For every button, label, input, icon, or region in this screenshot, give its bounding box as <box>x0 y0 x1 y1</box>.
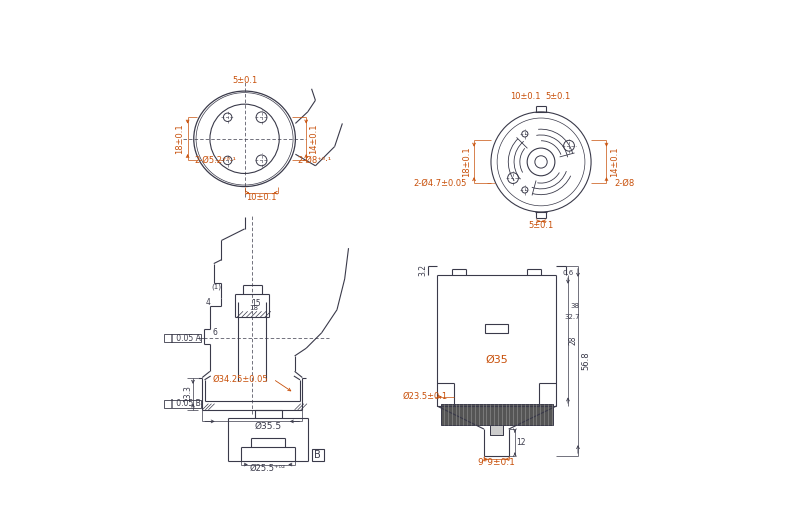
Text: 5±0.1: 5±0.1 <box>529 221 553 230</box>
Text: 2-Ø5.2⁺⁰⋅¹: 2-Ø5.2⁺⁰⋅¹ <box>195 156 236 165</box>
Text: 9*9±0.1: 9*9±0.1 <box>477 458 515 467</box>
Text: 12: 12 <box>517 438 525 447</box>
Bar <box>163 400 201 408</box>
Text: Ø35: Ø35 <box>485 355 508 365</box>
Text: 32.7: 32.7 <box>564 315 580 320</box>
Text: 56.8: 56.8 <box>582 352 590 370</box>
Text: 0.6: 0.6 <box>562 270 574 276</box>
Text: 5±0.1: 5±0.1 <box>232 76 257 85</box>
Bar <box>441 404 553 425</box>
Text: 18: 18 <box>249 305 258 311</box>
Bar <box>163 334 201 342</box>
Text: ‖ 0.05 B: ‖ 0.05 B <box>170 399 200 408</box>
Text: 10±0.1: 10±0.1 <box>510 92 541 101</box>
Text: 2-Ø8: 2-Ø8 <box>614 179 634 188</box>
Text: 18±0.1: 18±0.1 <box>175 124 184 154</box>
Text: ‖ 0.05 A: ‖ 0.05 A <box>170 334 201 343</box>
Text: (1): (1) <box>211 284 221 290</box>
Text: 14±0.1: 14±0.1 <box>610 147 618 177</box>
Text: 28: 28 <box>569 336 578 345</box>
Text: 2-Ø8⁺⁰⋅¹: 2-Ø8⁺⁰⋅¹ <box>297 156 331 165</box>
Text: 3.2: 3.2 <box>419 265 428 277</box>
Bar <box>490 425 502 435</box>
Text: Ø34.25±0.05: Ø34.25±0.05 <box>213 374 268 383</box>
Text: Ø25.5⁺⁰²: Ø25.5⁺⁰² <box>250 464 286 473</box>
Text: 15: 15 <box>252 299 261 308</box>
Text: Ø23.5±0.1: Ø23.5±0.1 <box>402 392 448 401</box>
Bar <box>485 324 508 333</box>
Text: 14±0.1: 14±0.1 <box>309 124 318 154</box>
Text: 2-Ø4.7±0.05: 2-Ø4.7±0.05 <box>413 179 466 188</box>
Text: 38: 38 <box>570 303 579 309</box>
Text: 18±0.1: 18±0.1 <box>462 147 471 177</box>
Text: 13.3: 13.3 <box>183 385 192 402</box>
Bar <box>312 449 324 461</box>
Text: 6: 6 <box>213 328 218 337</box>
Text: Ø35.5: Ø35.5 <box>254 421 281 430</box>
Text: 5±0.1: 5±0.1 <box>545 92 570 101</box>
Text: 4: 4 <box>206 298 211 307</box>
Text: B: B <box>314 450 321 460</box>
Text: 10±0.1: 10±0.1 <box>246 193 277 202</box>
